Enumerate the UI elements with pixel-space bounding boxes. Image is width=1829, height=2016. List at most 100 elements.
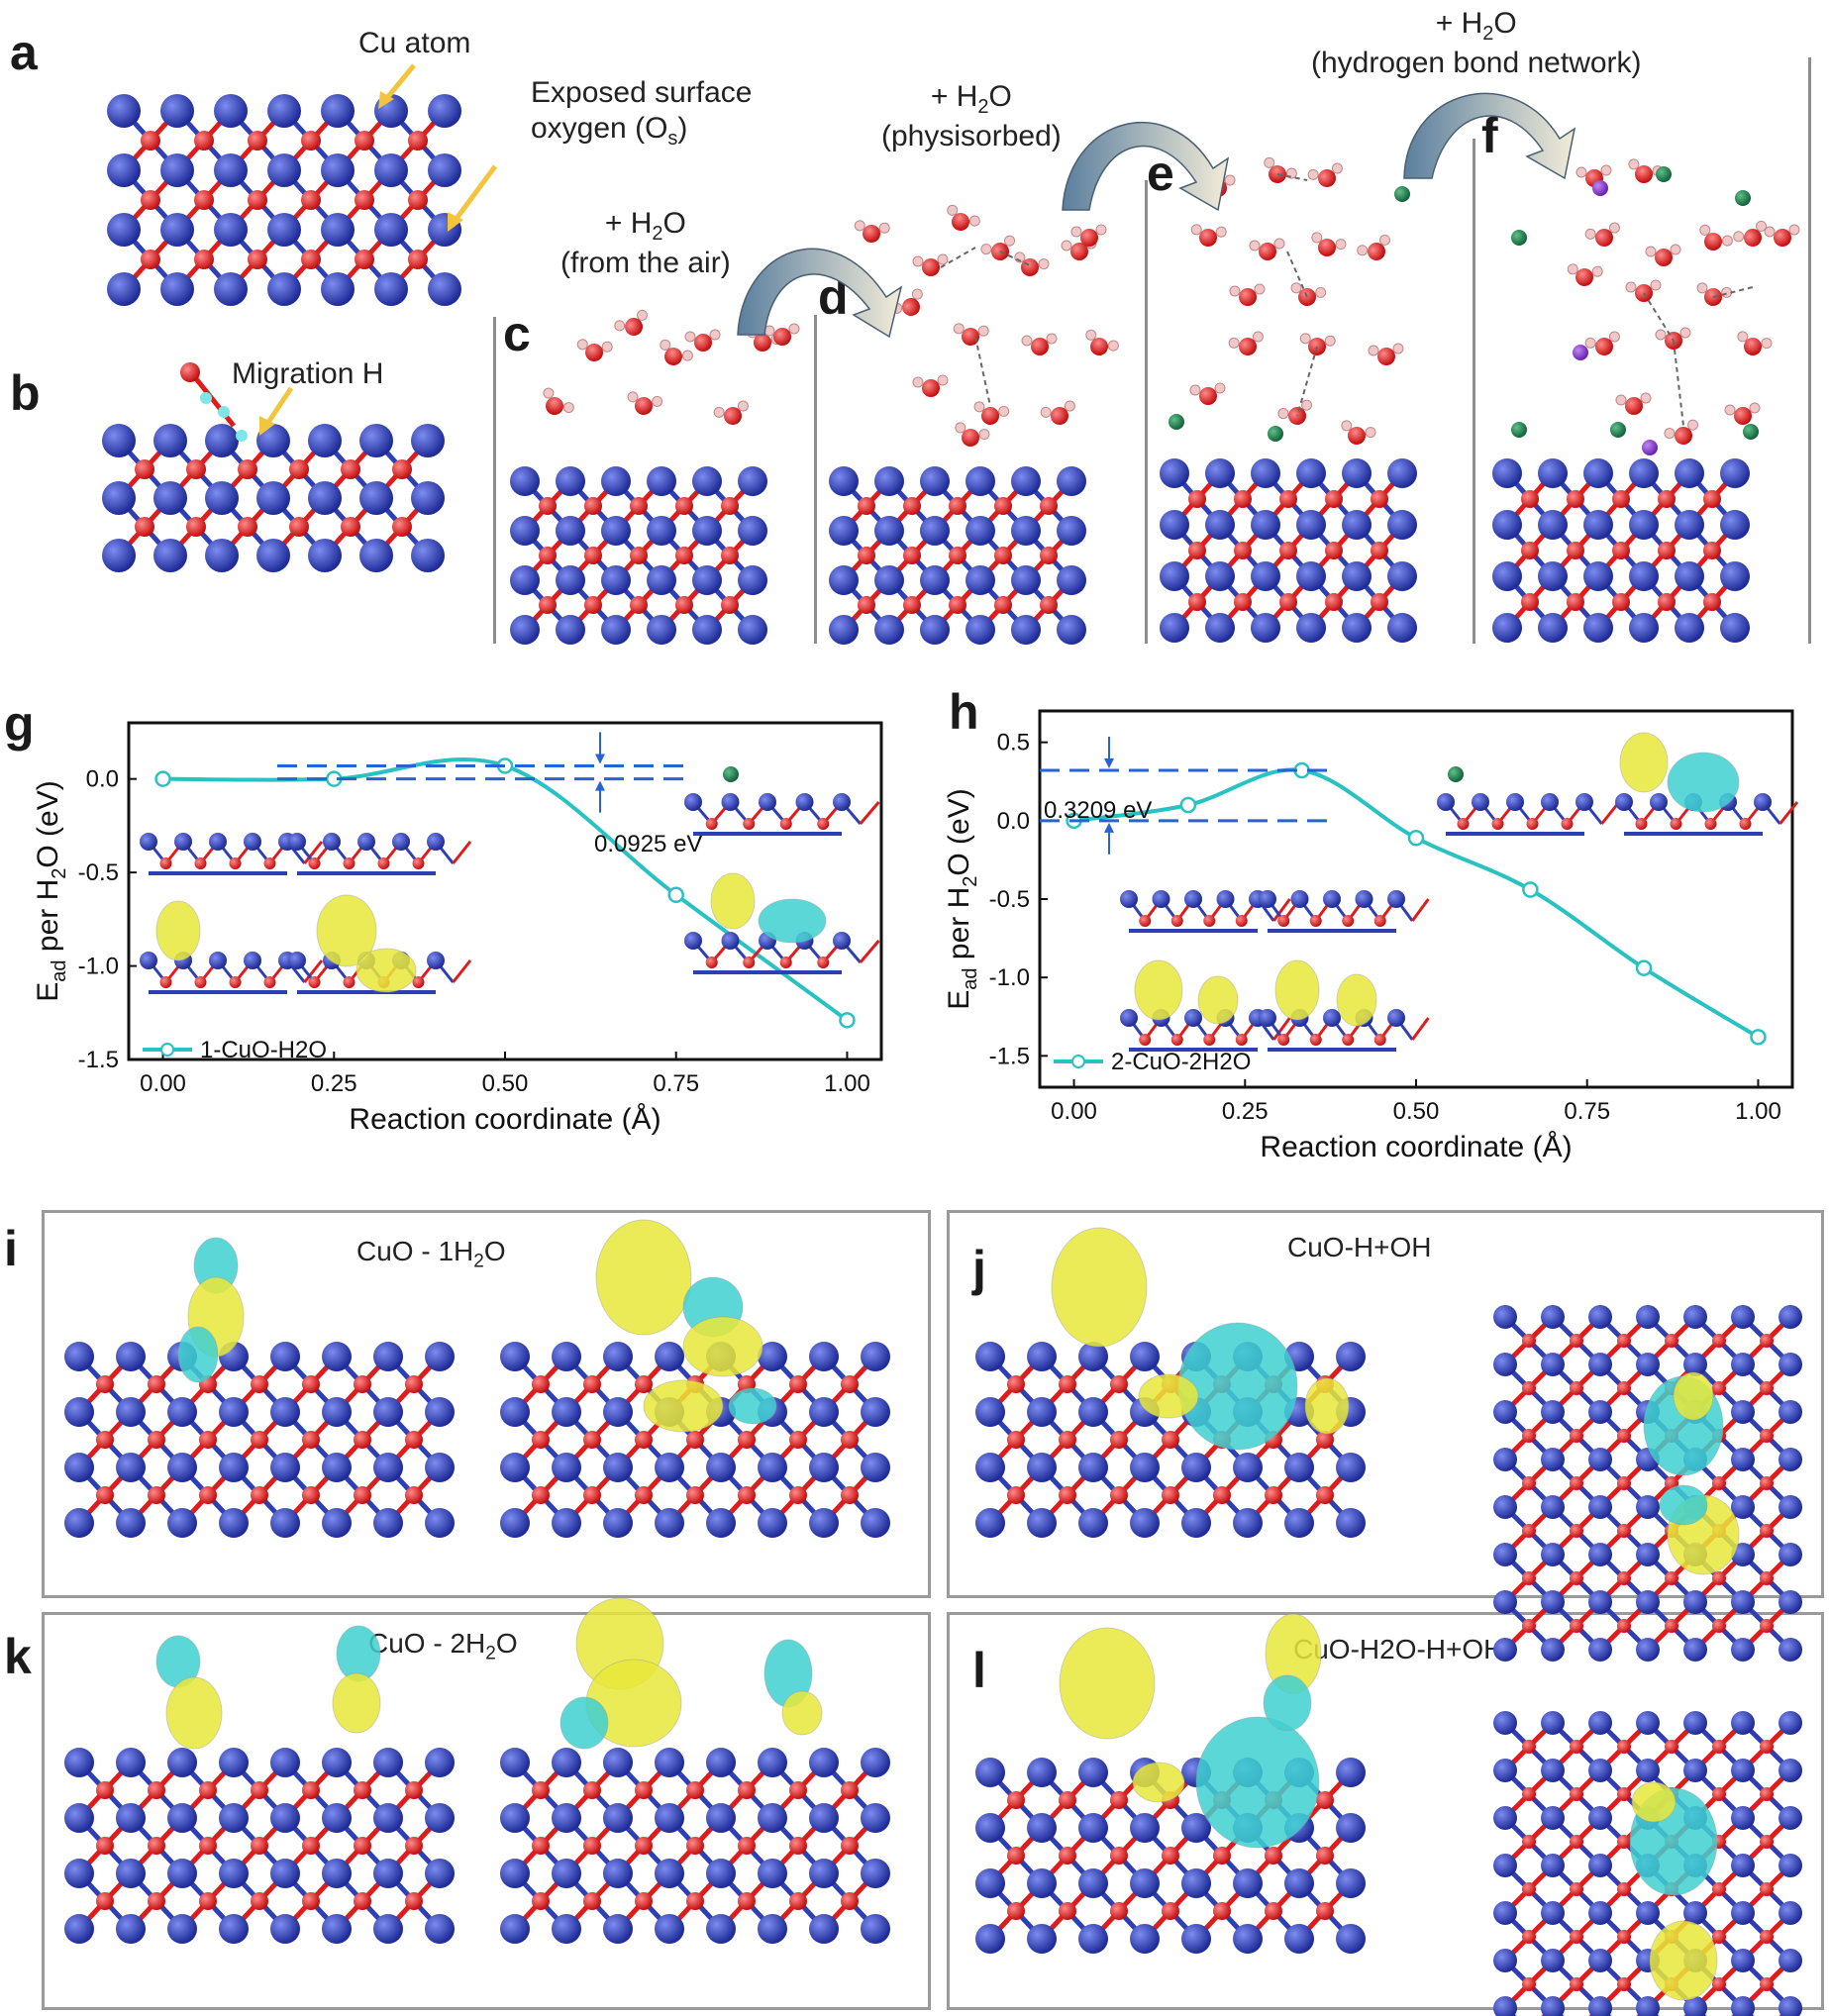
copper-atom — [1130, 1342, 1160, 1371]
oxygen-atom — [354, 1375, 371, 1393]
copper-atom — [267, 153, 301, 187]
oxygen-atom — [584, 596, 602, 614]
oxygen-atom — [302, 1837, 320, 1855]
hydrogen-atom-marker — [1642, 440, 1658, 455]
panel-box-j — [947, 1210, 1824, 1598]
oxygen-atom — [858, 497, 875, 515]
copper-atom — [738, 466, 767, 496]
copper-atom — [1541, 1305, 1565, 1329]
copper-atom — [1493, 1996, 1517, 2016]
copper-atom — [1233, 1508, 1263, 1538]
copper-atom — [256, 539, 290, 572]
copper-atom — [1675, 561, 1704, 591]
copper-atom — [219, 1508, 249, 1538]
copper-atom — [1492, 613, 1522, 643]
copper-atom — [107, 153, 141, 187]
copper-atom — [1778, 1543, 1802, 1566]
y-tick-label: -1.0 — [989, 964, 1030, 991]
copper-atom — [1492, 510, 1522, 540]
oxygen-atom — [1739, 818, 1752, 830]
copper-atom — [1152, 890, 1170, 908]
oxygen-atom — [539, 497, 557, 515]
copper-atom — [1615, 793, 1633, 811]
oxygen-atom — [858, 596, 875, 614]
copper-atom — [1650, 793, 1668, 811]
water-molecule — [1625, 279, 1662, 302]
oxygen-atom — [635, 1837, 653, 1855]
charge-density-isosurface — [1673, 1371, 1714, 1421]
oxygen-atom — [1188, 542, 1206, 559]
copper-atom — [861, 1803, 890, 1833]
charge-density-isosurface — [758, 898, 827, 944]
copper-atom — [1541, 1590, 1565, 1614]
copper-atom — [219, 1397, 249, 1427]
barrier-arrowhead — [1104, 822, 1114, 833]
copper-atom — [1027, 1453, 1057, 1482]
copper-atom — [1233, 1924, 1263, 1954]
copper-atom — [1683, 1759, 1707, 1782]
oxygen-atom — [1521, 490, 1539, 508]
oxygen-atom — [96, 1892, 114, 1910]
oxygen-atom — [377, 857, 390, 869]
copper-atom — [411, 539, 445, 572]
copper-atom — [205, 424, 239, 457]
oxygen-atom — [1617, 1619, 1631, 1633]
copper-atom — [1027, 1342, 1057, 1371]
water-physisorbed-label: + H2O (physisorbed) — [881, 80, 1062, 152]
copper-atom — [1541, 1711, 1565, 1735]
oxygen-atom — [1712, 1977, 1726, 1991]
copper-atom — [1493, 1711, 1517, 1735]
copper-atom — [167, 1508, 197, 1538]
water-molecule — [1190, 224, 1227, 247]
charge-density-isosurface — [710, 872, 756, 930]
oxygen-atom — [1162, 1486, 1179, 1504]
oxygen-atom — [1570, 1930, 1583, 1944]
oxygen-atom — [1234, 542, 1252, 559]
copper-atom — [1629, 561, 1659, 591]
copper-atom — [1541, 1949, 1565, 1972]
oxygen-atom — [159, 857, 172, 869]
oxygen-atom — [1110, 1431, 1128, 1449]
copper-atom — [692, 615, 722, 645]
separator-d-e — [1145, 180, 1148, 644]
copper-atom — [153, 424, 187, 457]
panel-label-f: f — [1481, 108, 1498, 163]
oxygen-atom — [135, 517, 154, 537]
oxygen-atom — [199, 1486, 217, 1504]
oxygen-atom — [583, 1837, 601, 1855]
copper-atom — [1588, 1711, 1612, 1735]
copper-atom — [1181, 1813, 1211, 1843]
copper-atom — [975, 1758, 1005, 1787]
oxygen-atom — [180, 362, 200, 382]
oxygen-atom — [1162, 1847, 1179, 1865]
oxygen-atom — [1760, 1429, 1774, 1443]
copper-atom — [1011, 615, 1041, 645]
copper-atom — [655, 1803, 684, 1833]
water-molecule — [912, 374, 949, 397]
data-point — [154, 770, 171, 787]
oxygen-atom — [354, 1431, 371, 1449]
copper-atom — [1629, 510, 1659, 540]
oxygen-atom — [341, 517, 360, 537]
oxygen-atom — [994, 596, 1012, 614]
copper-atom — [1588, 1638, 1612, 1662]
copper-atom — [1588, 1996, 1612, 2016]
legend-marker — [160, 1043, 174, 1057]
oxygen-atom — [148, 1486, 165, 1504]
copper-atom — [965, 565, 995, 595]
data-point — [667, 886, 684, 904]
y-tick-label: 0.0 — [86, 766, 119, 793]
copper-atom — [601, 565, 631, 595]
copper-atom — [1731, 1949, 1755, 1972]
oxygen-atom — [841, 1781, 859, 1799]
oxygen-atom — [1704, 818, 1717, 830]
copper-atom — [1355, 890, 1373, 908]
copper-atom — [1778, 1996, 1802, 2016]
charge-density-isosurface — [1197, 975, 1239, 1025]
slab-panel-i-right — [500, 1342, 890, 1538]
slab-panel-k-right — [500, 1748, 890, 1944]
copper-atom — [1181, 1453, 1211, 1482]
copper-atom — [209, 952, 227, 969]
top-structures-svg — [102, 63, 1800, 645]
oxygen-atom — [817, 818, 830, 830]
